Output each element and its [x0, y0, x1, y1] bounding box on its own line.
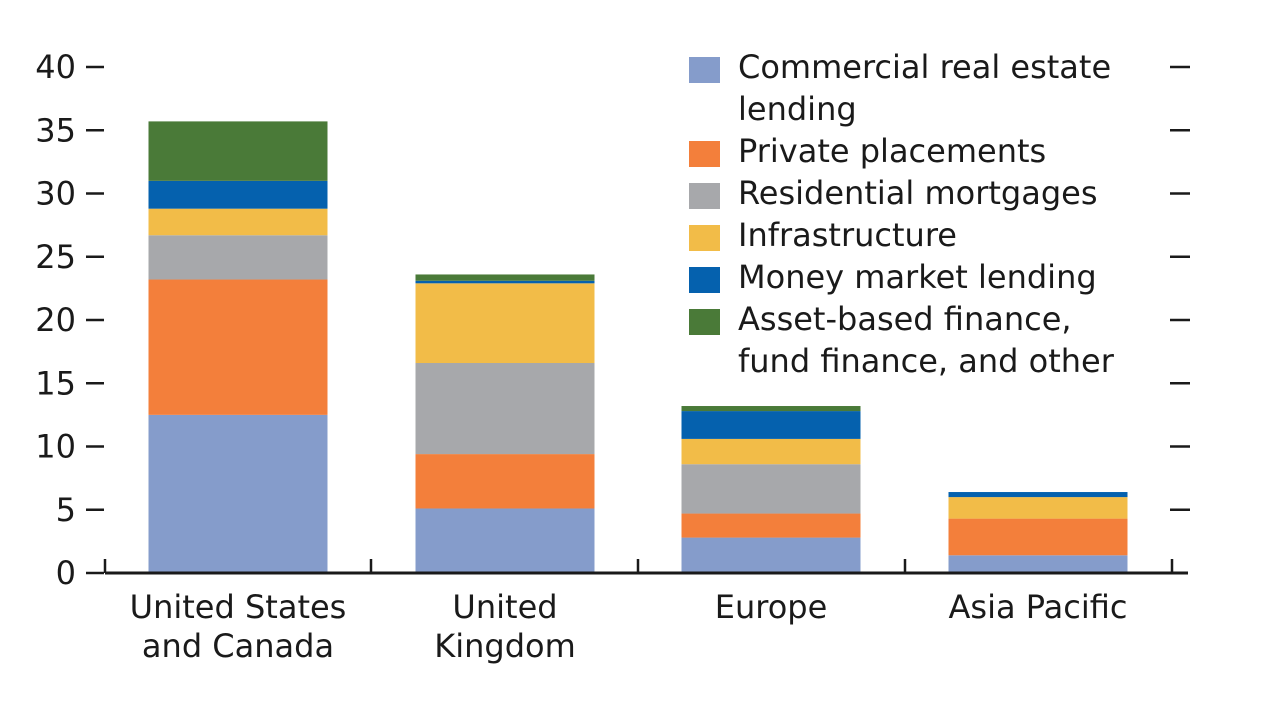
y-tick-label: 5: [56, 491, 76, 529]
bar-segment: [415, 274, 595, 281]
bar-segment: [681, 537, 861, 573]
bar-segment: [148, 180, 328, 209]
y-tick-label: 40: [35, 48, 76, 86]
bar-segment: [148, 235, 328, 280]
legend-label: Infrastructure: [738, 216, 957, 254]
y-tick-label: 15: [35, 364, 76, 402]
bar-segment: [148, 208, 328, 236]
y-tick-label: 25: [35, 238, 76, 276]
legend-label: Money market lending: [738, 258, 1097, 296]
bar-segment: [415, 280, 595, 284]
bar-segment: [948, 497, 1128, 519]
legend-swatch: [689, 57, 720, 83]
bar-segment: [681, 513, 861, 538]
category-label: Europe: [715, 588, 828, 626]
legend-label: Commercial real estate lending: [738, 48, 1111, 128]
legend-label: Private placements: [738, 132, 1046, 170]
y-tick-label: 20: [35, 301, 76, 339]
category-label: United States and Canada: [130, 588, 347, 665]
y-tick-label: 30: [35, 175, 76, 213]
bar-segment: [948, 492, 1128, 498]
bar-segment: [681, 438, 861, 465]
y-tick-label: 10: [35, 428, 76, 466]
bar-segment: [681, 464, 861, 514]
legend-swatch: [689, 225, 720, 251]
bar-segment: [148, 121, 328, 181]
category-label: United Kingdom: [434, 588, 576, 665]
legend-swatch: [689, 183, 720, 209]
x-axis: United States and Canada United Kingdom Euro…: [103, 559, 1188, 665]
category-label: Asia Pacific: [949, 588, 1128, 626]
bar-segment: [948, 518, 1128, 556]
bar-segment: [948, 555, 1128, 573]
bar-segment: [148, 279, 328, 415]
bar-segment: [415, 363, 595, 455]
legend-label: Asset-based finance, fund finance, and ot…: [738, 300, 1115, 380]
bar-segment: [681, 411, 861, 439]
bar-segment: [148, 414, 328, 573]
legend: Commercial real estate lending Private pla…: [689, 48, 1115, 380]
legend-swatch: [689, 267, 720, 293]
y-tick-label: 35: [35, 111, 76, 149]
bars: [148, 121, 1128, 573]
legend-label: Residential mortgages: [738, 174, 1097, 212]
bar-segment: [415, 454, 595, 509]
axis-ticks: 0 5 10 15 20 25 30 35 40: [35, 48, 1190, 592]
legend-swatch: [689, 141, 720, 167]
bar-segment: [415, 283, 595, 364]
y-tick-label: 0: [56, 554, 76, 592]
bar-segment: [415, 508, 595, 573]
bar-segment: [681, 406, 861, 412]
legend-swatch: [689, 309, 720, 335]
